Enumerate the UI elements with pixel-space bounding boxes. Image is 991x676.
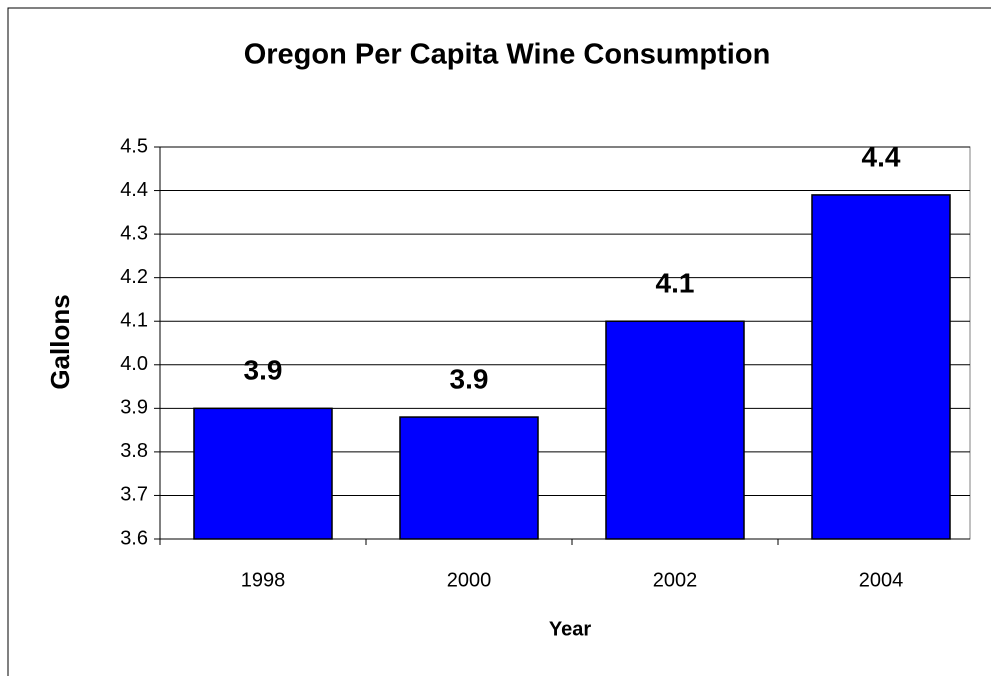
- y-tick-label: 4.0: [120, 353, 148, 375]
- y-axis-label: Gallons: [45, 294, 75, 389]
- bar: [605, 320, 745, 540]
- y-tick-label: 4.4: [120, 179, 148, 201]
- data-label: 4.1: [656, 268, 695, 299]
- bar: [811, 194, 951, 540]
- y-tick-label: 3.7: [120, 484, 148, 506]
- bar: [399, 416, 539, 540]
- bar: [193, 407, 333, 540]
- y-tick-label: 3.9: [120, 397, 148, 419]
- x-tick-label: 2000: [447, 569, 492, 591]
- y-tick-label: 4.2: [120, 266, 148, 288]
- y-tick-label: 3.6: [120, 527, 148, 549]
- data-label: 4.4: [862, 141, 901, 172]
- y-tick-label: 4.3: [120, 222, 148, 244]
- x-tick-label: 2002: [653, 569, 698, 591]
- x-axis-label: Year: [549, 618, 591, 640]
- data-label: 3.9: [244, 355, 283, 386]
- y-tick-label: 3.8: [120, 440, 148, 462]
- y-tick-label: 4.5: [120, 135, 148, 157]
- chart-frame: [7, 7, 991, 676]
- data-label: 3.9: [450, 363, 489, 394]
- x-tick-label: 2004: [859, 569, 904, 591]
- x-tick-label: 1998: [241, 569, 286, 591]
- y-tick-label: 4.1: [120, 310, 148, 332]
- chart-title: Oregon Per Capita Wine Consumption: [244, 39, 771, 71]
